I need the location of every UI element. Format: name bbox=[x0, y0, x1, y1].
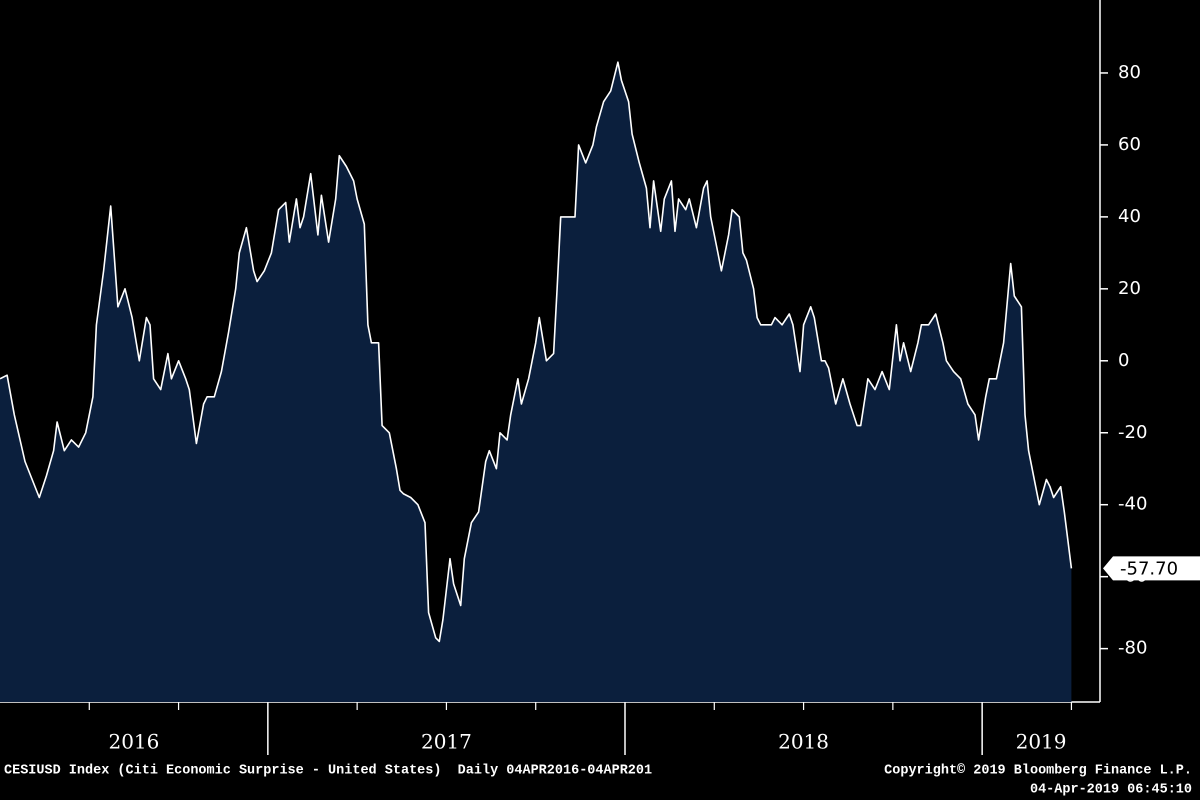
y-tick-label: 20 bbox=[1118, 278, 1141, 299]
last-value-box bbox=[1103, 556, 1200, 581]
footer-right: Copyright© 2019 Bloomberg Finance L.P. bbox=[884, 764, 1192, 779]
y-tick-label: -80 bbox=[1118, 638, 1147, 659]
y-tick-label: 60 bbox=[1118, 134, 1141, 155]
line bbox=[0, 61, 1073, 643]
area bbox=[0, 62, 1072, 702]
y-tick-label: 80 bbox=[1118, 62, 1141, 83]
last-value-label: -57.70 bbox=[1120, 558, 1178, 579]
x-tick-label: 2017 bbox=[421, 730, 472, 754]
x-tick-label: 2019 bbox=[1016, 730, 1067, 754]
footer-left: CESIUSD Index (Citi Economic Surprise - … bbox=[4, 764, 652, 779]
y-tick-label: -20 bbox=[1118, 422, 1147, 443]
x-tick-label: 2018 bbox=[778, 730, 829, 754]
y-tick-label: 0 bbox=[1118, 350, 1129, 371]
y-tick-label: 40 bbox=[1118, 206, 1141, 227]
x-tick-label: 2016 bbox=[108, 730, 159, 754]
y-tick-label: -40 bbox=[1118, 494, 1147, 515]
footer-timestamp: 04-Apr-2019 06:45:10 bbox=[1030, 783, 1192, 798]
